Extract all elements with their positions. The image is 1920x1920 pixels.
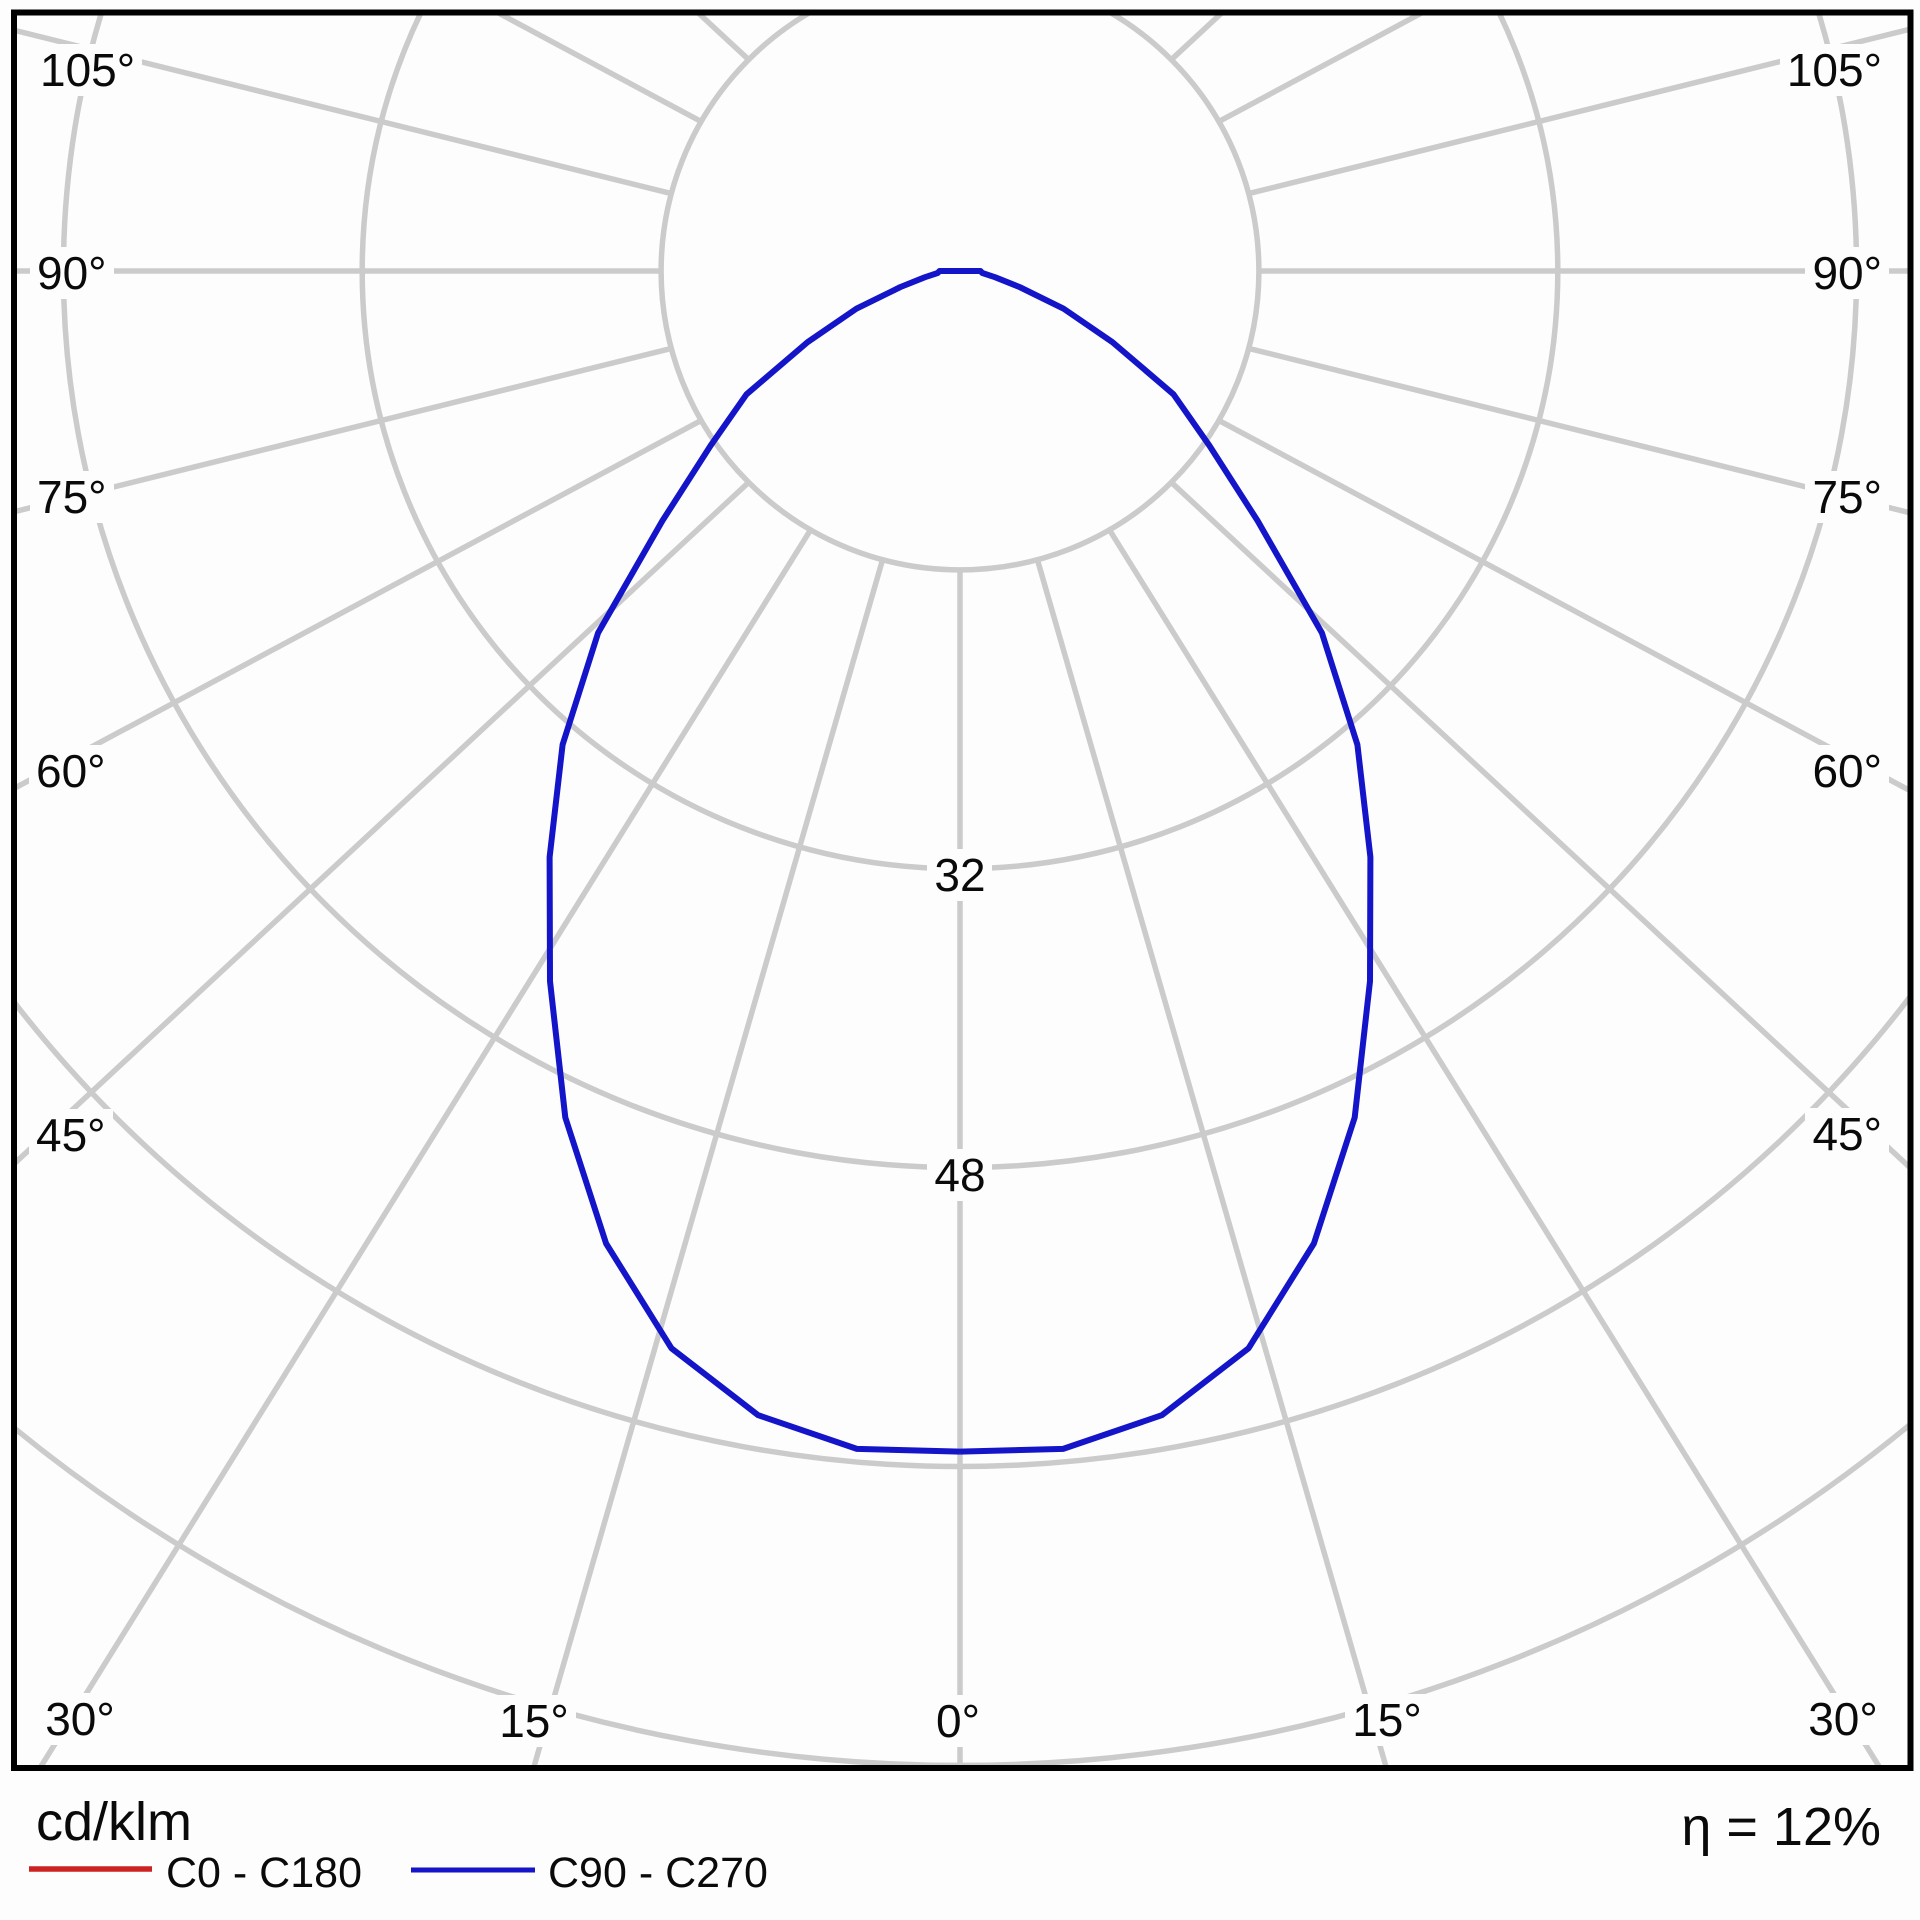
svg-text:30°: 30° xyxy=(1808,1693,1878,1745)
svg-text:η = 12%: η = 12% xyxy=(1681,1797,1881,1857)
svg-text:C0 - C180: C0 - C180 xyxy=(166,1849,362,1897)
svg-text:90°: 90° xyxy=(37,247,107,299)
svg-text:32: 32 xyxy=(934,849,985,901)
svg-text:75°: 75° xyxy=(37,471,107,523)
svg-text:105°: 105° xyxy=(40,44,135,96)
svg-text:60°: 60° xyxy=(1812,745,1882,797)
svg-text:15°: 15° xyxy=(499,1695,569,1747)
svg-text:cd/klm: cd/klm xyxy=(36,1792,192,1852)
svg-text:45°: 45° xyxy=(36,1109,106,1161)
svg-text:105°: 105° xyxy=(1787,44,1882,96)
svg-text:15°: 15° xyxy=(1352,1694,1422,1746)
svg-text:60°: 60° xyxy=(36,745,106,797)
svg-text:30°: 30° xyxy=(45,1693,115,1745)
svg-text:0°: 0° xyxy=(936,1695,980,1747)
svg-text:75°: 75° xyxy=(1812,471,1882,523)
svg-text:90°: 90° xyxy=(1812,247,1882,299)
svg-text:C90 - C270: C90 - C270 xyxy=(548,1849,768,1897)
svg-text:45°: 45° xyxy=(1812,1108,1882,1160)
svg-text:48: 48 xyxy=(934,1149,985,1201)
